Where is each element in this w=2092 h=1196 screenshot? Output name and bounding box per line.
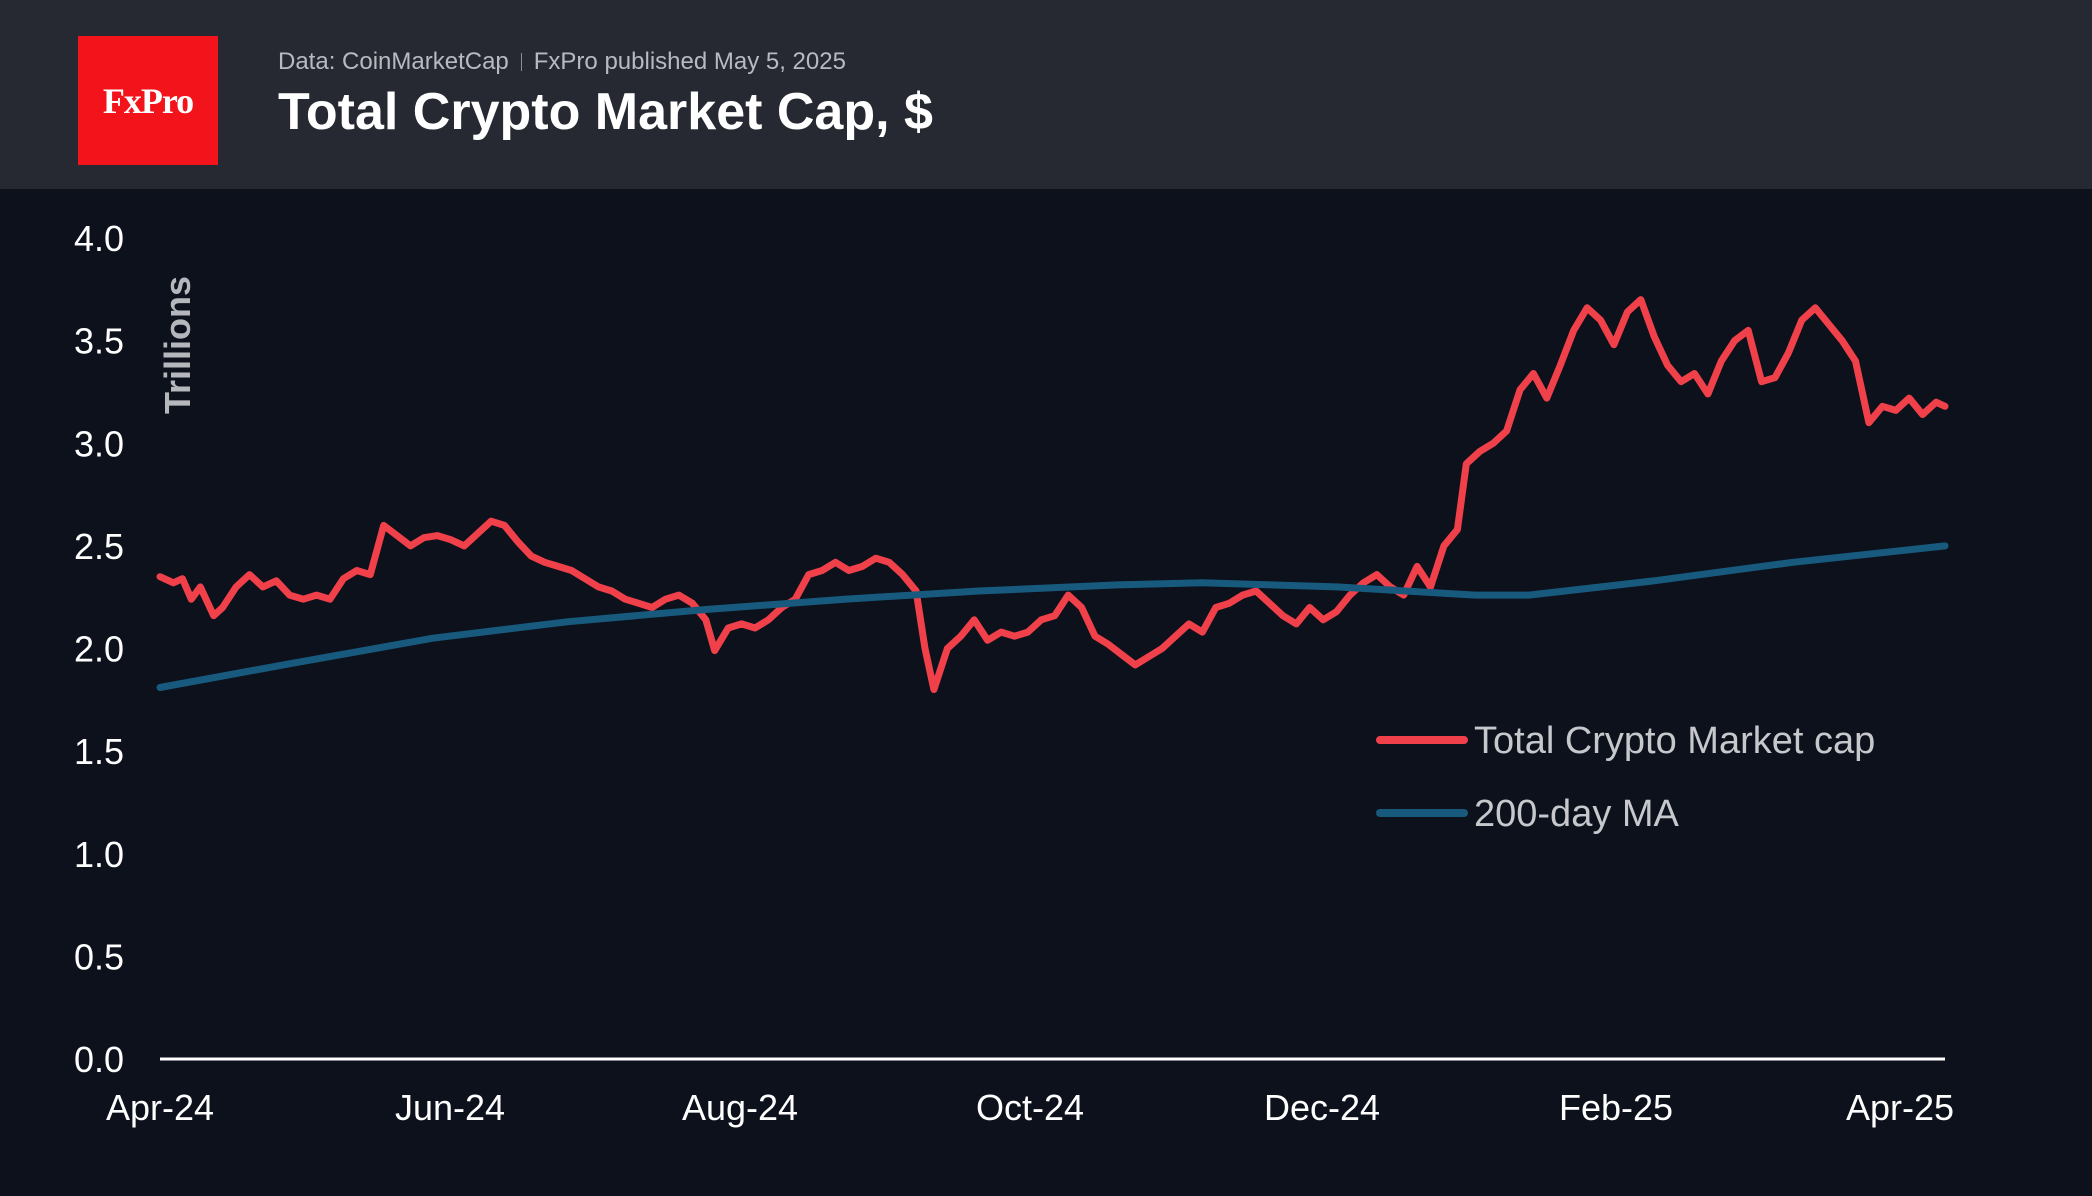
y-tick-label: 0.5 — [74, 936, 124, 977]
x-axis-ticks: Apr-24 Jun-24 Aug-24 Oct-24 Dec-24 Feb-25 Apr-… — [106, 1087, 1954, 1128]
x-tick-label: Apr-25 — [1846, 1087, 1954, 1128]
x-tick-label: Feb-25 — [1559, 1087, 1673, 1128]
y-tick-label: 1.0 — [74, 834, 124, 875]
series-layer — [156, 296, 1949, 693]
legend-label: 200-day MA — [1474, 793, 1680, 835]
x-tick-label: Apr-24 — [106, 1087, 214, 1128]
fxpro-logo: FxPro — [78, 36, 218, 165]
page-title: Total Crypto Market Cap, $ — [278, 83, 933, 141]
published-date: FxPro published May 5, 2025 — [533, 48, 846, 75]
logo-text: FxPro — [102, 80, 194, 121]
ma-200-series-line — [156, 542, 1949, 691]
source-line: Data: CoinMarketCap FxPro published May 5… — [278, 48, 846, 76]
y-axis-label: Trillions — [157, 276, 198, 414]
x-tick-label: Aug-24 — [682, 1087, 798, 1128]
header-bar: FxPro Data: CoinMarketCap FxPro published… — [0, 0, 2092, 189]
y-tick-label: 0.0 — [74, 1039, 124, 1080]
legend-label: Total Crypto Market cap — [1474, 720, 1875, 762]
x-tick-label: Dec-24 — [1264, 1087, 1380, 1128]
y-tick-label: 3.5 — [74, 321, 124, 362]
y-tick-label: 2.5 — [74, 526, 124, 567]
x-tick-label: Oct-24 — [976, 1087, 1084, 1128]
market-cap-series-line — [156, 296, 1949, 693]
separator — [520, 53, 522, 71]
y-tick-label: 3.0 — [74, 423, 124, 464]
legend: Total Crypto Market cap 200-day MA — [1376, 720, 1875, 835]
y-tick-label: 2.0 — [74, 629, 124, 670]
x-tick-label: Jun-24 — [395, 1087, 505, 1128]
y-tick-label: 1.5 — [74, 731, 124, 772]
data-source: Data: CoinMarketCap — [278, 48, 509, 75]
y-tick-label: 4.0 — [74, 218, 124, 259]
y-axis-ticks: 0.0 0.5 1.0 1.5 2.0 2.5 3.0 3.5 4.0 — [74, 218, 124, 1080]
